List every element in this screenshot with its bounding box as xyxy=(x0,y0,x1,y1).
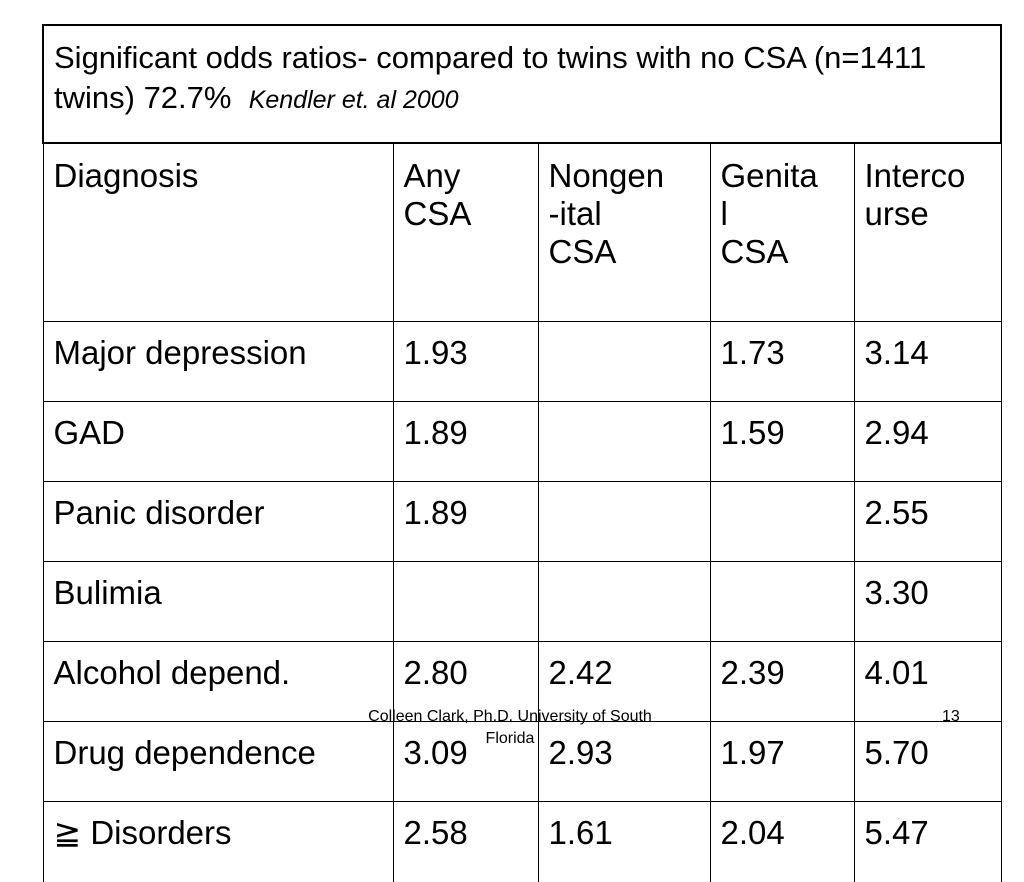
odds-ratios-table: Significant odds ratios- compared to twi… xyxy=(42,24,1002,882)
odds-ratio-cell: 3.14 xyxy=(854,322,1001,402)
column-header-line: Genita xyxy=(721,157,854,195)
column-header-line: CSA xyxy=(721,233,854,271)
column-header-line: l xyxy=(721,195,854,233)
odds-ratio-cell xyxy=(393,562,538,642)
footer-credit: Colleen Clark, Ph.D. University of South… xyxy=(360,706,660,750)
column-header-line: Diagnosis xyxy=(54,157,393,195)
diagnosis-cell: Alcohol depend. xyxy=(43,642,393,722)
odds-ratio-cell xyxy=(538,322,710,402)
diagnosis-cell: GAD xyxy=(43,402,393,482)
odds-ratio-cell: 5.47 xyxy=(854,802,1001,882)
column-header-line: CSA xyxy=(549,233,710,271)
column-header-line: Interco xyxy=(865,157,1001,195)
odds-ratio-cell: 2.04 xyxy=(710,802,854,882)
odds-ratio-cell: 5.70 xyxy=(854,722,1001,802)
odds-ratio-cell: 2.58 xyxy=(393,802,538,882)
odds-ratio-cell: 2.55 xyxy=(854,482,1001,562)
diagnosis-cell: Panic disorder xyxy=(43,482,393,562)
slide-number: 13 xyxy=(942,706,960,728)
odds-ratio-cell: 2.39 xyxy=(710,642,854,722)
column-header-line: urse xyxy=(865,195,1001,233)
column-header: Diagnosis xyxy=(43,143,393,322)
odds-ratio-cell: 1.93 xyxy=(393,322,538,402)
odds-ratio-cell xyxy=(710,482,854,562)
odds-ratio-cell xyxy=(538,482,710,562)
table-title-cell: Significant odds ratios- compared to twi… xyxy=(43,25,1001,143)
odds-ratio-cell xyxy=(710,562,854,642)
odds-ratio-cell: 4.01 xyxy=(854,642,1001,722)
odds-ratio-cell: 1.97 xyxy=(710,722,854,802)
odds-ratio-cell: 1.89 xyxy=(393,482,538,562)
table-title-row: Significant odds ratios- compared to twi… xyxy=(43,25,1001,143)
column-header-line: Any xyxy=(404,157,538,195)
odds-ratio-cell: 1.59 xyxy=(710,402,854,482)
odds-ratio-cell: 1.89 xyxy=(393,402,538,482)
table-title: Significant odds ratios- compared to twi… xyxy=(54,40,926,115)
column-header-line: -ital xyxy=(549,195,710,233)
diagnosis-cell: Major depression xyxy=(43,322,393,402)
odds-ratio-cell xyxy=(538,562,710,642)
odds-ratio-cell xyxy=(538,402,710,482)
diagnosis-cell: Bulimia xyxy=(43,562,393,642)
table-row: Bulimia 3.30 xyxy=(43,562,1001,642)
odds-ratio-cell: 3.30 xyxy=(854,562,1001,642)
diagnosis-cell: ≧ Disorders xyxy=(43,802,393,882)
column-header-line: Nongen xyxy=(549,157,710,195)
diagnosis-cell: Drug dependence xyxy=(43,722,393,802)
citation: Kendler et. al 2000 xyxy=(249,86,459,114)
odds-ratio-cell: 1.73 xyxy=(710,322,854,402)
odds-ratio-cell: 2.94 xyxy=(854,402,1001,482)
column-header-line: CSA xyxy=(404,195,538,233)
odds-ratio-cell: 1.61 xyxy=(538,802,710,882)
